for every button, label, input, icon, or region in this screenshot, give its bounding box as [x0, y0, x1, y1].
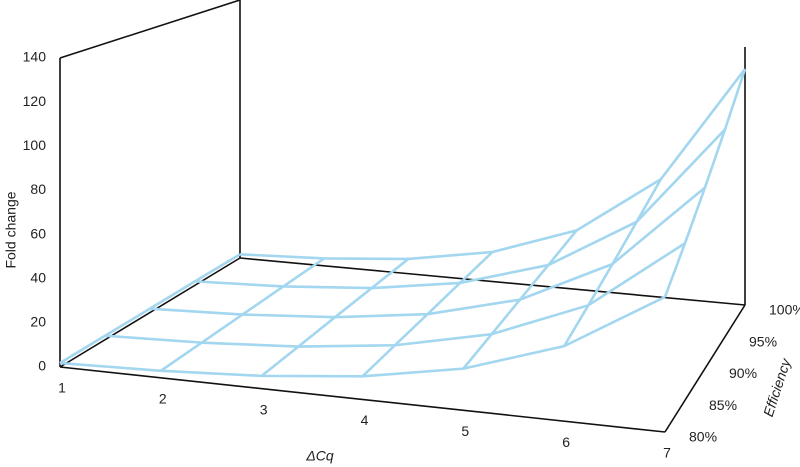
mesh-line [260, 257, 410, 377]
x-tick-label: 4 [361, 412, 369, 428]
mesh-line [59, 253, 241, 365]
x-tick-label: 5 [461, 423, 469, 439]
x-tick-label: 3 [260, 401, 268, 417]
y-tick-label: 80% [689, 429, 717, 445]
z-tick-label: 100 [23, 137, 47, 153]
box-edge [664, 304, 746, 433]
x-tick-label: 6 [562, 434, 570, 450]
z-tick-label: 120 [23, 93, 47, 109]
box-edge [59, 257, 241, 368]
z-axis-label: Fold change [3, 191, 19, 268]
x-tick-label: 1 [58, 380, 66, 396]
mesh-line [462, 229, 578, 370]
mesh-line [563, 178, 662, 347]
z-tick-label: 140 [23, 49, 47, 65]
mesh-line [663, 68, 747, 298]
x-tick-label: 7 [663, 445, 671, 461]
z-tick-label: 40 [30, 269, 46, 285]
z-tick-label: 20 [30, 314, 46, 330]
y-tick-label: 95% [749, 333, 777, 349]
z-tick-label: 60 [30, 225, 46, 241]
x-axis-label: ΔCq [305, 448, 334, 464]
mesh-line [149, 186, 706, 319]
y-tick-label: 100% [769, 302, 800, 318]
y-tick-label: 90% [729, 365, 757, 381]
y-tick-label: 85% [709, 397, 737, 413]
mesh-line [239, 68, 747, 261]
box-edge [59, 0, 241, 59]
z-tick-label: 80 [30, 181, 46, 197]
box-edge [59, 366, 666, 433]
box-edge [239, 257, 746, 306]
mesh-line [361, 251, 494, 378]
z-tick-label: 0 [38, 358, 46, 374]
y-axis-label: Efficiency [760, 356, 794, 419]
mesh-line [160, 257, 325, 372]
x-tick-label: 2 [159, 391, 167, 407]
